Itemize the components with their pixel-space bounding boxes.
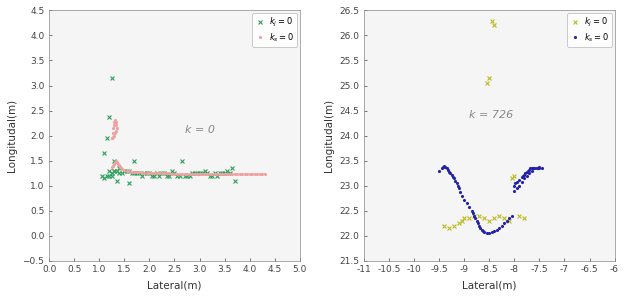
$k_s = 0$ bbox=[231, 172, 239, 175]
Text: k = 0: k = 0 bbox=[185, 125, 215, 135]
$k_s = 0$ bbox=[261, 172, 269, 175]
$k_s = 0$ bbox=[458, 194, 466, 198]
$k_j = 0$ bbox=[458, 219, 466, 222]
$k_j = 0$ bbox=[496, 214, 503, 217]
$k_j = 0$ bbox=[108, 76, 116, 80]
Line: $k_s = 0$: $k_s = 0$ bbox=[438, 164, 543, 235]
$k_j = 0$ bbox=[136, 171, 143, 175]
$k_j = 0$ bbox=[486, 76, 493, 80]
$k_j = 0$ bbox=[471, 214, 478, 217]
$k_j = 0$ bbox=[451, 224, 458, 228]
$k_j = 0$ bbox=[491, 24, 498, 27]
$k_j = 0$ bbox=[481, 216, 488, 220]
$k_j = 0$ bbox=[483, 81, 491, 85]
$k_s = 0$ bbox=[536, 165, 543, 168]
Legend: $k_j = 0$, $k_s = 0$: $k_j = 0$, $k_s = 0$ bbox=[252, 13, 297, 47]
$k_j = 0$ bbox=[506, 219, 513, 222]
$k_j = 0$ bbox=[476, 214, 483, 217]
$k_j = 0$ bbox=[516, 214, 523, 217]
$k_j = 0$ bbox=[501, 216, 508, 220]
$k_j = 0$ bbox=[108, 171, 116, 175]
$k_s = 0$ bbox=[473, 219, 481, 222]
$k_j = 0$ bbox=[488, 20, 496, 23]
$k_j = 0$ bbox=[128, 171, 136, 175]
Line: $k_s = 0$: $k_s = 0$ bbox=[110, 159, 267, 175]
$k_j = 0$ bbox=[461, 216, 468, 220]
$k_s = 0$ bbox=[483, 231, 491, 235]
$k_s = 0$ bbox=[108, 165, 116, 169]
Line: $k_j = 0$: $k_j = 0$ bbox=[442, 19, 527, 230]
$k_j = 0$ bbox=[126, 181, 133, 185]
$k_j = 0$ bbox=[491, 216, 498, 220]
$k_j = 0$ bbox=[521, 216, 528, 220]
$k_j = 0$ bbox=[213, 174, 221, 177]
$k_s = 0$ bbox=[246, 172, 254, 175]
X-axis label: Lateral(m): Lateral(m) bbox=[147, 280, 202, 290]
$k_s = 0$ bbox=[251, 172, 259, 175]
Legend: $k_j = 0$, $k_s = 0$: $k_j = 0$, $k_s = 0$ bbox=[567, 13, 612, 47]
$k_s = 0$ bbox=[525, 169, 532, 172]
$k_s = 0$ bbox=[498, 224, 506, 228]
$k_s = 0$ bbox=[211, 172, 218, 175]
Y-axis label: Longitudal(m): Longitudal(m) bbox=[7, 99, 17, 172]
$k_j = 0$ bbox=[466, 216, 473, 220]
$k_s = 0$ bbox=[521, 171, 529, 175]
$k_s = 0$ bbox=[249, 172, 256, 175]
Y-axis label: Longitudal(m): Longitudal(m) bbox=[324, 99, 334, 172]
Text: k = 726: k = 726 bbox=[470, 110, 513, 120]
$k_s = 0$ bbox=[168, 172, 176, 175]
$k_s = 0$ bbox=[436, 169, 443, 172]
$k_j = 0$ bbox=[111, 169, 118, 172]
$k_j = 0$ bbox=[158, 171, 166, 175]
$k_s = 0$ bbox=[112, 159, 120, 162]
$k_s = 0$ bbox=[218, 172, 226, 175]
$k_j = 0$ bbox=[456, 221, 463, 225]
$k_j = 0$ bbox=[486, 219, 493, 222]
$k_j = 0$ bbox=[446, 226, 453, 230]
$k_j = 0$ bbox=[441, 224, 448, 228]
$k_s = 0$ bbox=[528, 166, 536, 170]
$k_j = 0$ bbox=[508, 176, 516, 180]
X-axis label: Lateral(m): Lateral(m) bbox=[462, 280, 516, 290]
$k_j = 0$ bbox=[156, 174, 163, 177]
$k_s = 0$ bbox=[441, 164, 448, 167]
$k_j = 0$ bbox=[511, 174, 518, 177]
Line: $k_j = 0$: $k_j = 0$ bbox=[100, 75, 237, 186]
$k_j = 0$ bbox=[98, 174, 106, 177]
